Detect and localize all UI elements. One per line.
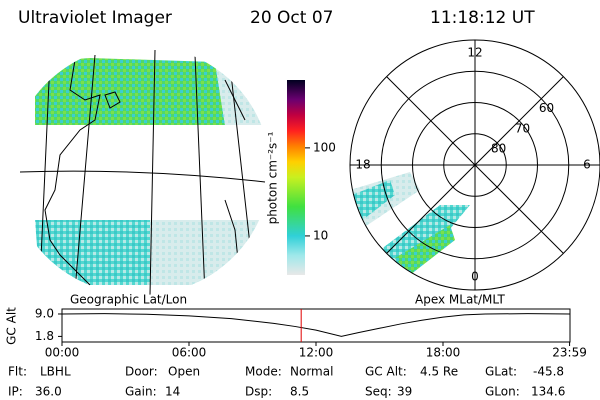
field-value: 14 [165, 385, 180, 399]
status-footer: Flt: LBHL IP: 36.0 Door: Open Gain: 14 Mode: Norm… [8, 365, 565, 399]
field-label: Door: [125, 365, 158, 379]
field-label: Flt: [8, 365, 27, 379]
geo-map [19, 49, 266, 295]
field-label: GLat: [485, 365, 517, 379]
field-value: Open [168, 365, 200, 379]
x-tick-label: 23:59 [552, 346, 587, 360]
field-value: LBHL [40, 365, 71, 379]
colorbar-tick-label: 10 [313, 228, 328, 242]
x-tick-label: 12:00 [299, 346, 334, 360]
colorbar-label: photon cm⁻²s⁻¹ [266, 131, 280, 224]
field-label: Mode: [245, 365, 282, 379]
mlt-label: 12 [467, 46, 482, 60]
field-value: -45.8 [533, 365, 564, 379]
field-label: GC Alt: [365, 365, 407, 379]
lat-label: 80 [491, 141, 506, 155]
x-tick-label: 06:00 [172, 346, 207, 360]
y-tick-label: 9.0 [35, 306, 54, 320]
polar-label: Apex MLat/MLT [415, 293, 505, 307]
field-value: 4.5 Re [420, 365, 458, 379]
field-label: IP: [8, 385, 23, 399]
mlt-label: 0 [471, 270, 479, 284]
date: 20 Oct 07 [250, 8, 333, 28]
field-label: GLon: [485, 385, 520, 399]
field-value: 36.0 [35, 385, 62, 399]
field-value: 8.5 [290, 385, 309, 399]
field-label: Seq: [365, 385, 392, 399]
x-tick-label: 00:00 [45, 346, 80, 360]
time: 11:18:12 UT [430, 8, 535, 28]
mlt-label: 18 [355, 158, 370, 172]
field-value: Normal [290, 365, 333, 379]
lat-label: 60 [539, 101, 554, 115]
altitude-line [61, 313, 571, 337]
altitude-label: GC Alt [5, 307, 19, 345]
field-label: Dsp: [245, 385, 272, 399]
polar-imagery [350, 172, 470, 275]
colorbar [287, 80, 305, 275]
field-value: 134.6 [531, 385, 565, 399]
field-value: 39 [397, 385, 412, 399]
mlt-label: 6 [583, 158, 591, 172]
map-label: Geographic Lat/Lon [70, 293, 187, 307]
y-tick-label: 1.8 [35, 329, 54, 343]
title: Ultraviolet Imager [18, 8, 172, 28]
colorbar-tick-label: 100 [313, 140, 336, 154]
field-label: Gain: [125, 385, 157, 399]
x-tick-label: 18:00 [426, 346, 461, 360]
lat-label: 70 [515, 121, 530, 135]
